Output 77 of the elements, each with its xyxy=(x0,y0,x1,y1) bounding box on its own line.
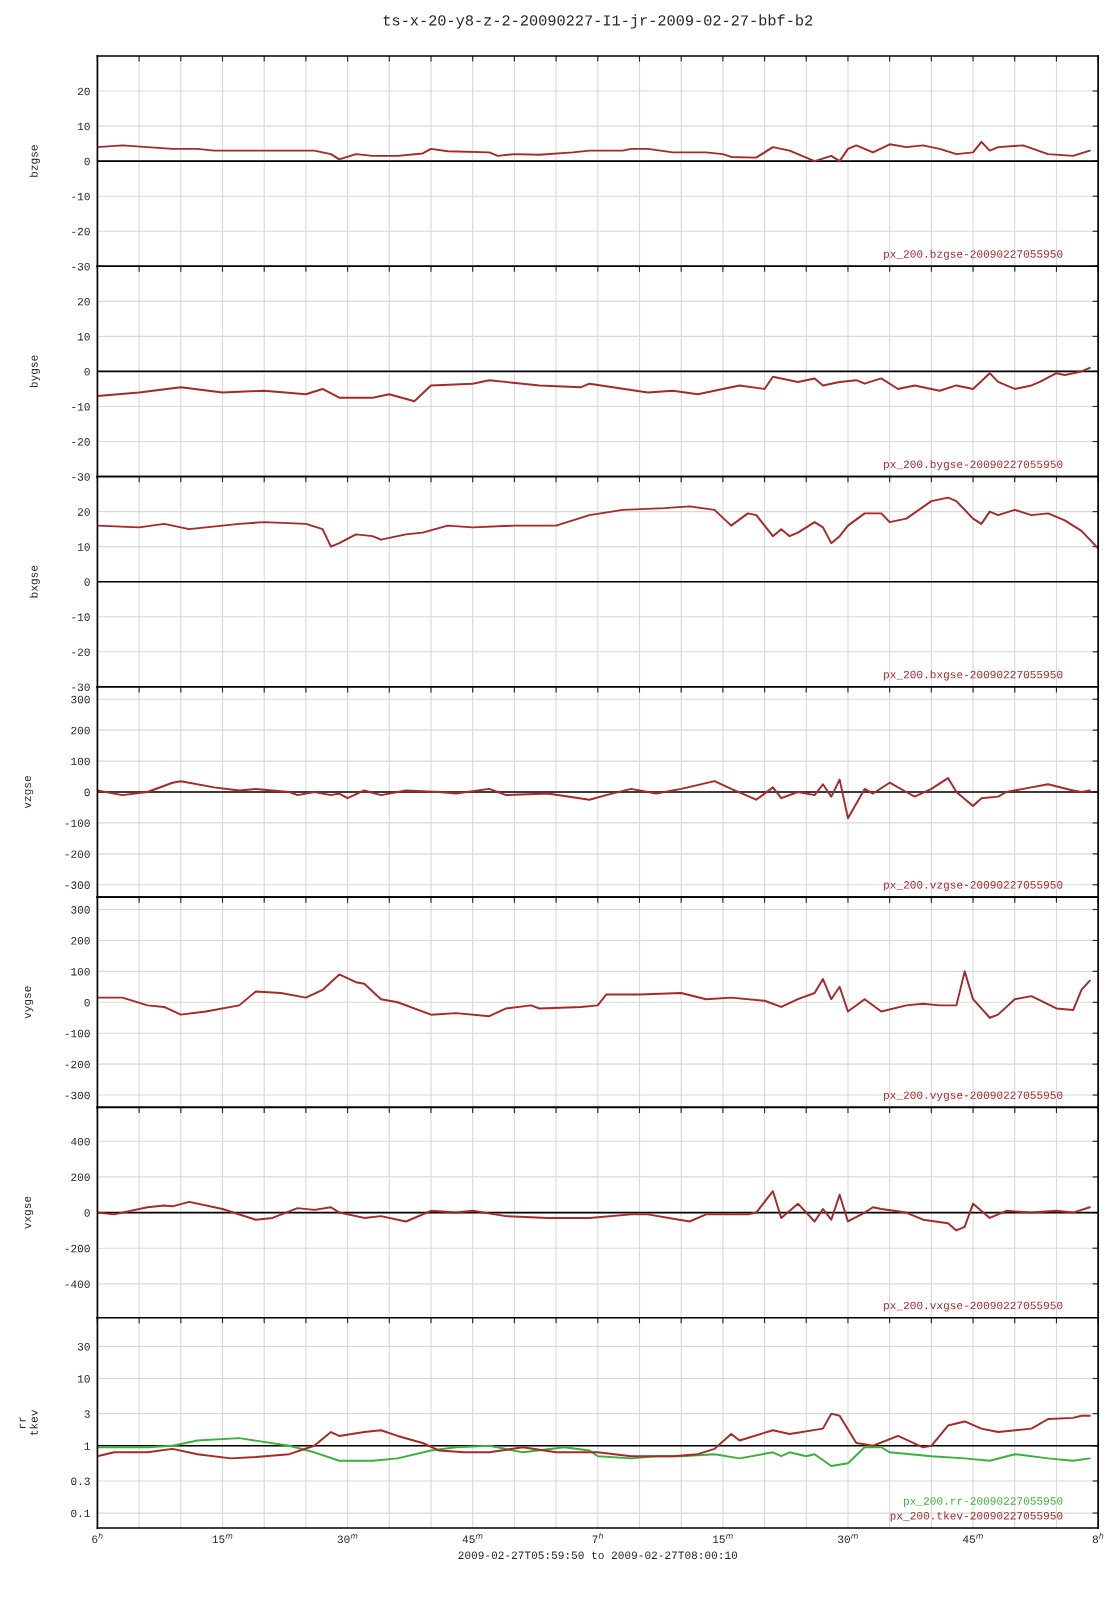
x-tick-label: 30$^{m}$ xyxy=(337,1534,358,1544)
y-axis-title: bxgse xyxy=(29,565,40,598)
y-tick-label: -200 xyxy=(65,850,90,858)
y-axis-title: vygse xyxy=(24,986,34,1019)
y-tick-label: 0 xyxy=(84,157,90,166)
y-tick-label: 0 xyxy=(84,1209,90,1217)
y-tick-label: 300 xyxy=(71,906,90,914)
x-tick-label: 8$^{h}$ xyxy=(1092,1532,1104,1544)
line-series xyxy=(97,970,1091,1019)
y-tick-label: -30 xyxy=(72,262,90,271)
y-tick-label: 200 xyxy=(71,937,90,945)
y-tick-label: 20 xyxy=(77,508,90,516)
x-tick-label: 15$^{m}$ xyxy=(713,1534,733,1544)
y-tick-label: 0.1 xyxy=(71,1509,90,1518)
y-tick-label: -300 xyxy=(65,881,90,889)
y-tick-label: 200 xyxy=(71,1173,90,1182)
y-tick-label: 10 xyxy=(77,1375,90,1383)
line-series xyxy=(97,1412,1091,1460)
y-tick-label: 10 xyxy=(77,543,90,551)
y-tick-label: 30 xyxy=(77,1342,90,1351)
y-tick-label: -30 xyxy=(72,473,90,481)
y-tick-label: -30 xyxy=(72,683,90,691)
x-tick-label: 6$^{h}$ xyxy=(92,1532,103,1544)
y-tick-label: -20 xyxy=(72,438,90,446)
y-tick-label: -10 xyxy=(72,613,90,621)
text: px_200.bxgse-20090227055950 xyxy=(884,670,1063,681)
y-tick-label: -200 xyxy=(65,1244,90,1253)
line-series xyxy=(97,496,1099,550)
y-tick-label: -100 xyxy=(65,1029,90,1038)
line-series xyxy=(97,1190,1091,1232)
line-series xyxy=(97,777,1091,820)
y-tick-label: -300 xyxy=(65,1091,90,1100)
y-tick-label: 0 xyxy=(84,788,90,797)
line-series xyxy=(97,366,1091,403)
x-tick-label: 7$^{h}$ xyxy=(592,1532,603,1543)
y-tick-label: -400 xyxy=(65,1280,90,1288)
line-series xyxy=(97,1437,1091,1468)
y-tick-label: 10 xyxy=(77,122,90,131)
y-tick-label: -20 xyxy=(72,648,90,656)
y-tick-label: -10 xyxy=(72,192,90,201)
y-tick-label: 20 xyxy=(77,87,90,96)
y-tick-label: 0 xyxy=(84,998,90,1007)
text: px_200.vxgse-20090227055950 xyxy=(884,1301,1063,1312)
text: px_200.tkev-20090227055950 xyxy=(890,1511,1063,1522)
y-tick-label: 400 xyxy=(71,1137,90,1146)
x-tick-label: 45$^{m}$ xyxy=(462,1534,483,1544)
y-axis-title: bzgse xyxy=(29,145,40,177)
y-tick-label: 0 xyxy=(84,368,90,376)
y-tick-label: 1 xyxy=(84,1442,90,1450)
x-tick-label: 15$^{m}$ xyxy=(212,1534,233,1544)
y-axis-title: bygse xyxy=(29,355,40,388)
x-axis-title: 2009-02-27T05:59:50 to 2009-02-27T08:00:10 xyxy=(458,1551,738,1560)
text: px_200.bygse-20090227055950 xyxy=(884,459,1063,471)
y-tick-label: -100 xyxy=(65,819,90,828)
y-axis-title: vxgse xyxy=(24,1196,34,1229)
x-tick-label: 45$^{m}$ xyxy=(962,1534,983,1544)
y-tick-label: -200 xyxy=(65,1060,90,1069)
text: px_200.bzgse-20090227055950 xyxy=(884,249,1063,260)
y-axis-title: rr tkev xyxy=(19,1409,38,1436)
x-tick-label: 30$^{m}$ xyxy=(837,1534,858,1544)
y-tick-label: 20 xyxy=(77,297,90,306)
y-tick-label: 100 xyxy=(71,967,90,976)
text: px_200.vygse-20090227055950 xyxy=(884,1091,1063,1102)
text: px_200.vzgse-20090227055950 xyxy=(884,881,1063,891)
y-tick-label: 100 xyxy=(71,757,90,766)
y-tick-label: 10 xyxy=(77,332,90,341)
y-tick-label: 3 xyxy=(84,1410,90,1418)
y-tick-label: 0 xyxy=(84,578,90,586)
y-axis-title: vzgse xyxy=(24,776,34,809)
y-tick-label: 300 xyxy=(71,695,90,704)
y-tick-label: 0.3 xyxy=(71,1477,90,1486)
y-tick-label: 200 xyxy=(71,726,90,735)
y-tick-label: -10 xyxy=(72,403,90,411)
y-tick-label: -20 xyxy=(72,227,90,236)
line-series xyxy=(97,140,1091,163)
chart-title: ts-x-20-y8-z-2-20090227-I1-jr-2009-02-27-bbf-b2 xyxy=(383,14,813,29)
text: px_200.rr-20090227055950 xyxy=(904,1497,1063,1507)
